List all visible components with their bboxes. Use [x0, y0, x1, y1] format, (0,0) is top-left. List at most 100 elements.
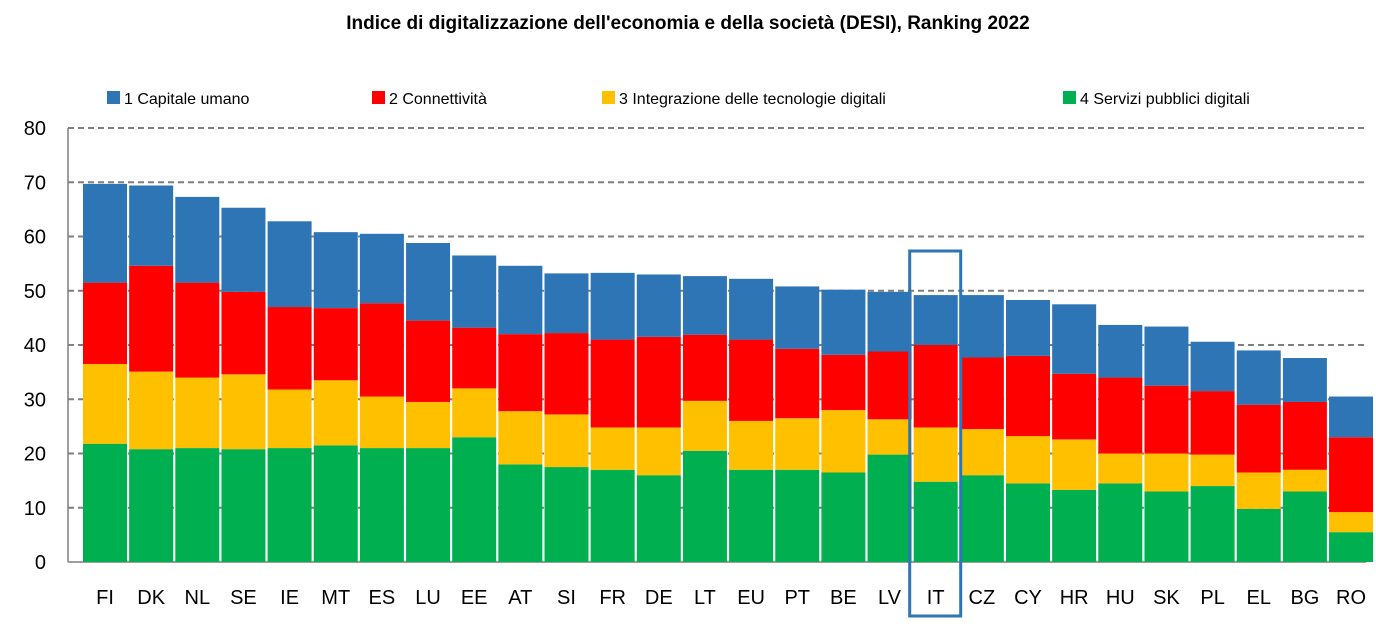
bar-DE-series-4 [636, 274, 681, 337]
bar-DE-series-1 [636, 475, 681, 562]
bar-FR-series-3 [590, 339, 635, 428]
x-tick-label: MT [321, 587, 350, 609]
legend-swatch [602, 91, 615, 104]
y-tick-label: 40 [24, 335, 46, 357]
bar-DK-series-4 [129, 185, 174, 266]
bar-CY-series-2 [1006, 436, 1050, 484]
bar-ES-series-2 [359, 396, 404, 449]
y-tick-label: 70 [24, 172, 46, 194]
bar-EE-series-4 [452, 255, 497, 328]
bar-EU-series-1 [729, 469, 774, 562]
bar-HR-series-3 [1052, 373, 1097, 440]
bar-DK-series-3 [129, 265, 174, 372]
bar-HU-series-2 [1098, 453, 1143, 484]
bar-NL-series-1 [175, 448, 220, 562]
bar-EL-series-3 [1236, 404, 1281, 473]
x-tick-label: SI [557, 587, 576, 609]
bar-LT-series-1 [682, 450, 727, 562]
bar-BE-series-1 [821, 472, 866, 562]
bar-MT-series-1 [313, 445, 358, 562]
x-tick-label: CY [1014, 587, 1042, 609]
legend-label: 3 Integrazione delle tecnologie digitali [619, 91, 886, 108]
y-tick-label: 60 [24, 227, 46, 249]
bar-SK-series-3 [1144, 385, 1189, 454]
bar-FI-series-1 [83, 443, 127, 562]
bar-FI-series-3 [83, 282, 127, 364]
bar-EU-series-3 [729, 339, 774, 421]
bar-LU-series-2 [406, 401, 451, 449]
y-tick-label: 0 [35, 552, 46, 574]
bar-DE-series-3 [636, 336, 681, 428]
bar-AT-series-2 [498, 411, 543, 465]
bar-RO-series-1 [1329, 532, 1374, 562]
bar-CZ-series-2 [959, 429, 1004, 476]
bar-CY-series-4 [1006, 299, 1050, 356]
x-axis: FI DK NL SE IE MT ES LU EE AT SI FR DE LT EU PT BE LV IT CZ… [96, 587, 1366, 609]
bar-EE-series-3 [452, 327, 497, 389]
bar-EU-series-2 [729, 420, 774, 470]
bar-HR-series-4 [1052, 304, 1097, 374]
legend-label: 4 Servizi pubblici digitali [1080, 91, 1250, 108]
x-tick-label: EL [1247, 587, 1271, 609]
legend-swatch [372, 91, 385, 104]
x-tick-label: AT [508, 587, 532, 609]
bar-LV-series-1 [867, 454, 912, 562]
y-tick-label: 10 [24, 498, 46, 520]
bar-SI-series-3 [544, 333, 589, 415]
x-tick-label: RO [1336, 587, 1366, 609]
x-tick-label: PT [784, 587, 810, 609]
bars [83, 183, 1374, 562]
bar-EU-series-4 [729, 278, 774, 340]
bar-LV-series-3 [867, 351, 912, 420]
x-tick-label: LV [878, 587, 902, 609]
bar-ES-series-1 [359, 448, 404, 562]
legend-label: 2 Connettività [389, 91, 487, 108]
bar-BG-series-4 [1282, 358, 1327, 402]
bar-SE-series-3 [221, 291, 266, 375]
bar-LU-series-3 [406, 320, 451, 402]
bar-EL-series-2 [1236, 472, 1281, 509]
bar-BE-series-2 [821, 410, 866, 473]
bar-ES-series-4 [359, 233, 404, 304]
bar-IT-series-2 [913, 427, 958, 482]
x-tick-label: BG [1290, 587, 1319, 609]
bar-ES-series-3 [359, 303, 404, 397]
bar-EL-series-4 [1236, 350, 1281, 405]
bar-PL-series-2 [1190, 454, 1235, 487]
bar-BG-series-1 [1282, 491, 1327, 562]
bar-MT-series-2 [313, 380, 358, 446]
bar-AT-series-4 [498, 265, 543, 335]
bar-FI-series-2 [83, 363, 127, 444]
bar-IE-series-4 [267, 221, 312, 308]
bar-LU-series-1 [406, 448, 451, 562]
bar-HR-series-2 [1052, 439, 1097, 490]
bar-PL-series-4 [1190, 341, 1235, 392]
bar-AT-series-1 [498, 464, 543, 562]
x-tick-label: HR [1060, 587, 1089, 609]
bar-FR-series-2 [590, 427, 635, 470]
bar-PT-series-2 [775, 418, 820, 470]
bar-SI-series-4 [544, 273, 589, 334]
x-tick-label: HU [1106, 587, 1135, 609]
bar-IE-series-1 [267, 448, 312, 562]
legend-swatch [107, 91, 120, 104]
bar-LV-series-2 [867, 419, 912, 455]
bar-EE-series-1 [452, 437, 497, 562]
bar-SK-series-2 [1144, 453, 1189, 492]
bar-NL-series-3 [175, 282, 220, 378]
bar-PL-series-3 [1190, 391, 1235, 455]
bar-LT-series-2 [682, 400, 727, 451]
bar-DE-series-2 [636, 427, 681, 476]
highlight-box [908, 249, 963, 618]
legend-swatch [1063, 91, 1076, 104]
bar-PL-series-1 [1190, 486, 1235, 562]
bar-IT-series-1 [913, 481, 958, 562]
x-tick-label: DK [137, 587, 165, 609]
bar-CZ-series-3 [959, 357, 1004, 430]
bar-CY-series-3 [1006, 355, 1050, 437]
y-tick-label: 80 [24, 118, 46, 140]
bar-LV-series-4 [867, 291, 912, 352]
legend-label: 1 Capitale umano [124, 91, 250, 108]
bar-SI-series-2 [544, 414, 589, 468]
x-tick-label: EE [461, 587, 488, 609]
